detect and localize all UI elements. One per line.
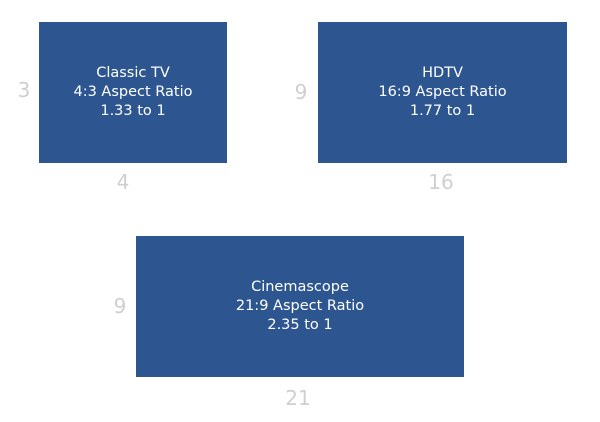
decimal-ratio: 1.77 to 1 xyxy=(409,103,476,119)
hdtv-width-label: 16 xyxy=(428,170,454,194)
cinemascope-height-label: 9 xyxy=(113,294,127,318)
hdtv-box: HDTV 16:9 Aspect Ratio 1.77 to 1 xyxy=(318,22,567,163)
aspect-ratio: 4:3 Aspect Ratio xyxy=(73,84,193,100)
classic-tv-height-label: 3 xyxy=(17,78,31,102)
cinemascope-width-label: 21 xyxy=(285,386,311,410)
format-name: Classic TV xyxy=(96,65,170,81)
classic-tv-width-label: 4 xyxy=(116,170,130,194)
decimal-ratio: 1.33 to 1 xyxy=(100,103,166,119)
format-name: HDTV xyxy=(422,65,463,81)
cinemascope-box: Cinemascope 21:9 Aspect Ratio 2.35 to 1 xyxy=(136,236,464,377)
decimal-ratio: 2.35 to 1 xyxy=(267,317,333,333)
hdtv-height-label: 9 xyxy=(294,80,308,104)
format-name: Cinemascope xyxy=(251,279,349,295)
aspect-ratio: 21:9 Aspect Ratio xyxy=(235,298,365,314)
classic-tv-box: Classic TV 4:3 Aspect Ratio 1.33 to 1 xyxy=(39,22,227,163)
aspect-ratio: 16:9 Aspect Ratio xyxy=(378,84,507,100)
